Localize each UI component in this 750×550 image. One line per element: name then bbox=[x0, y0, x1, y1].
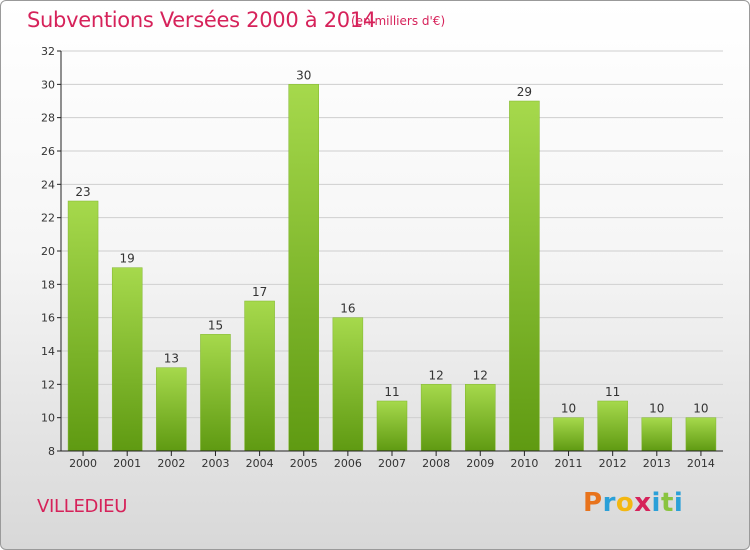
y-tick-label: 28 bbox=[41, 112, 55, 125]
bar bbox=[200, 334, 231, 452]
x-tick-label: 2011 bbox=[555, 457, 583, 470]
x-tick-label: 2013 bbox=[643, 457, 671, 470]
data-label: 17 bbox=[252, 285, 267, 299]
chart-subtitle: (en milliers d'€) bbox=[351, 14, 446, 28]
data-label: 10 bbox=[693, 402, 708, 416]
y-tick-label: 20 bbox=[41, 245, 55, 258]
bar bbox=[332, 317, 364, 452]
bar bbox=[244, 300, 275, 452]
x-tick-label: 2014 bbox=[687, 457, 715, 470]
x-tick-label: 2001 bbox=[113, 457, 141, 470]
bar bbox=[288, 84, 319, 452]
y-tick-label: 30 bbox=[41, 78, 55, 91]
y-tick-label: 26 bbox=[41, 145, 55, 158]
bar bbox=[376, 400, 408, 452]
data-label: 13 bbox=[164, 352, 179, 366]
logo-letter: r bbox=[602, 488, 616, 518]
x-tick-label: 2004 bbox=[246, 457, 274, 470]
bar bbox=[553, 417, 584, 452]
data-label: 11 bbox=[605, 385, 620, 399]
data-label: 11 bbox=[384, 385, 399, 399]
bar bbox=[111, 267, 143, 452]
data-label: 29 bbox=[517, 85, 532, 99]
data-label: 23 bbox=[75, 185, 90, 199]
data-label: 12 bbox=[473, 368, 488, 382]
logo-letter: i bbox=[651, 488, 661, 518]
x-tick-label: 2008 bbox=[422, 457, 450, 470]
bar bbox=[67, 200, 99, 452]
data-label: 10 bbox=[649, 402, 664, 416]
y-tick-label: 32 bbox=[41, 45, 55, 58]
x-tick-label: 2000 bbox=[69, 457, 97, 470]
bar bbox=[685, 417, 717, 452]
logo-letter: o bbox=[615, 488, 635, 518]
data-label: 12 bbox=[428, 368, 443, 382]
logo-letter: P bbox=[583, 488, 603, 518]
y-tick-label: 12 bbox=[41, 378, 55, 391]
data-label: 15 bbox=[208, 318, 223, 332]
bar bbox=[509, 100, 540, 452]
x-tick-label: 2005 bbox=[290, 457, 318, 470]
data-label: 16 bbox=[340, 302, 355, 316]
bar bbox=[641, 417, 673, 452]
y-tick-label: 14 bbox=[41, 345, 55, 358]
logo-letter: i bbox=[673, 488, 684, 518]
y-tick-label: 22 bbox=[41, 212, 55, 225]
x-tick-label: 2006 bbox=[334, 457, 362, 470]
x-tick-label: 2007 bbox=[378, 457, 406, 470]
logo-letter: x bbox=[634, 488, 652, 518]
x-tick-label: 2012 bbox=[599, 457, 627, 470]
bar bbox=[420, 384, 452, 452]
data-label: 19 bbox=[120, 252, 135, 266]
x-tick-label: 2009 bbox=[466, 457, 494, 470]
x-tick-label: 2002 bbox=[157, 457, 185, 470]
data-label: 30 bbox=[296, 68, 311, 82]
y-tick-label: 8 bbox=[48, 445, 55, 458]
bar bbox=[597, 400, 628, 452]
y-tick-label: 18 bbox=[41, 278, 55, 291]
x-tick-label: 2003 bbox=[201, 457, 229, 470]
logo-letter: t bbox=[660, 488, 674, 518]
y-tick-label: 10 bbox=[41, 412, 55, 425]
bar bbox=[465, 384, 496, 452]
chart-title: Subventions Versées 2000 à 2014 bbox=[27, 8, 376, 32]
city-name: VILLEDIEU bbox=[37, 496, 128, 517]
data-label: 10 bbox=[561, 402, 576, 416]
y-tick-label: 24 bbox=[41, 178, 55, 191]
bar bbox=[156, 367, 187, 452]
x-tick-label: 2010 bbox=[510, 457, 538, 470]
proxiti-logo: Proxiti bbox=[583, 488, 683, 518]
y-tick-label: 16 bbox=[41, 312, 55, 325]
